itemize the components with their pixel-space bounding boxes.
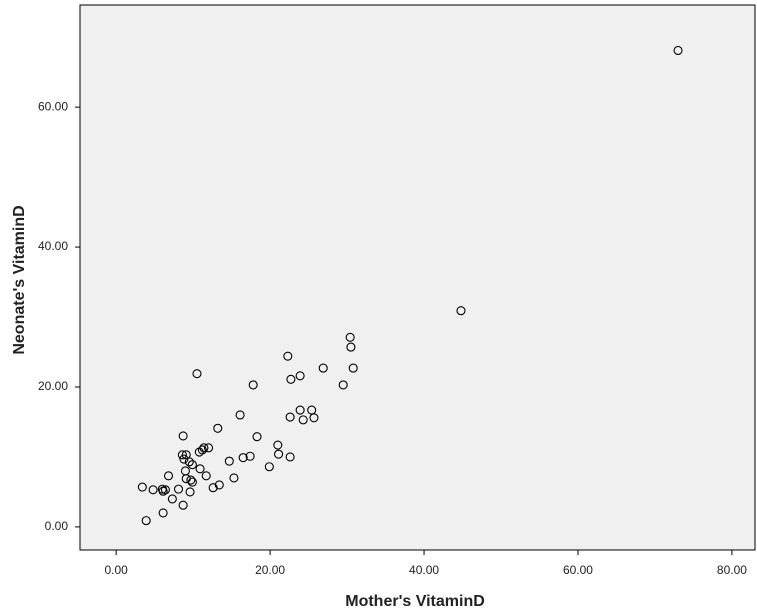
x-tick-label: 0.00 xyxy=(104,563,128,577)
point xyxy=(167,494,177,504)
point xyxy=(309,413,319,423)
point xyxy=(158,486,168,496)
y-tick-label: 0.00 xyxy=(45,519,69,533)
point xyxy=(285,412,295,422)
point xyxy=(245,451,255,461)
point xyxy=(673,45,683,56)
point xyxy=(195,464,205,474)
x-tick-label: 20.00 xyxy=(255,563,285,577)
point xyxy=(214,480,224,490)
point xyxy=(160,485,170,495)
point xyxy=(213,423,223,433)
point xyxy=(318,363,328,373)
point xyxy=(286,374,296,384)
point xyxy=(224,456,234,466)
point xyxy=(179,454,189,464)
point xyxy=(248,380,258,390)
x-axis-label: Mother's VitaminD xyxy=(345,593,485,610)
point xyxy=(238,453,248,463)
point xyxy=(456,306,466,316)
point xyxy=(273,440,283,450)
y-tick-label: 20.00 xyxy=(38,379,68,393)
y-tick-label: 40.00 xyxy=(38,239,68,253)
point xyxy=(177,450,187,460)
point xyxy=(137,482,147,492)
point xyxy=(348,363,358,373)
point xyxy=(163,471,174,481)
point xyxy=(148,485,158,495)
plot-area xyxy=(79,4,756,551)
y-axis-label: Neonate's VitaminD xyxy=(11,205,28,354)
point xyxy=(229,473,239,483)
point xyxy=(345,332,355,342)
x-tick-label: 40.00 xyxy=(409,563,439,577)
point xyxy=(199,443,209,453)
point xyxy=(185,487,195,497)
x-tick-label: 60.00 xyxy=(563,563,593,577)
point xyxy=(187,477,197,487)
point xyxy=(141,516,151,526)
point xyxy=(173,484,184,494)
point xyxy=(184,457,194,467)
point xyxy=(235,410,245,420)
point xyxy=(338,380,348,390)
x-tick-label: 80.00 xyxy=(717,563,747,577)
point xyxy=(186,475,196,485)
point xyxy=(201,471,211,481)
point xyxy=(178,500,188,510)
point xyxy=(346,342,356,352)
point xyxy=(208,483,218,493)
point xyxy=(264,462,274,472)
point xyxy=(178,431,188,441)
point xyxy=(295,371,305,381)
point xyxy=(285,452,295,462)
y-tick-label: 60.00 xyxy=(38,99,68,113)
point xyxy=(203,443,214,453)
point xyxy=(298,415,308,425)
point xyxy=(274,449,284,459)
point xyxy=(197,445,207,455)
point xyxy=(252,432,262,442)
point xyxy=(158,508,168,518)
point xyxy=(187,460,197,470)
point xyxy=(295,405,305,415)
point xyxy=(192,369,202,379)
point xyxy=(283,351,293,361)
